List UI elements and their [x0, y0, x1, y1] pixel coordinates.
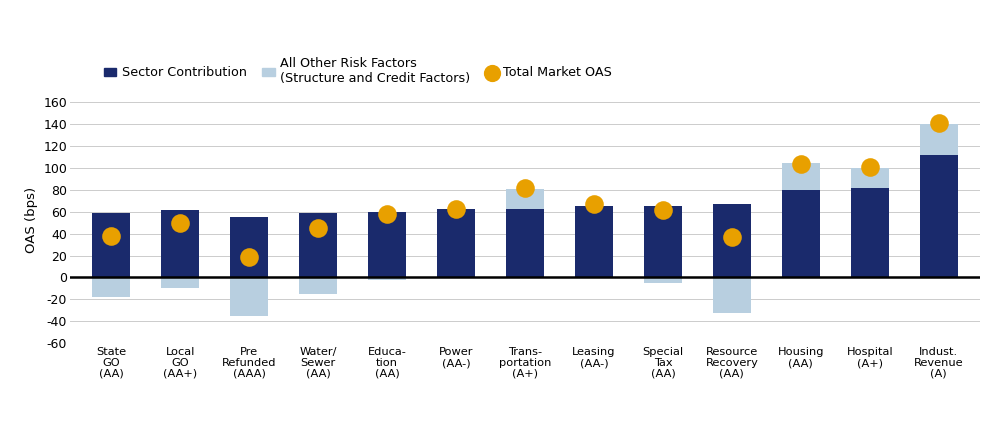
Bar: [92, 213, 130, 278]
Bar: [506, 209, 544, 278]
Point: [310, 225, 326, 232]
Bar: [851, 188, 889, 278]
Bar: [92, 278, 130, 297]
Bar: [161, 278, 199, 289]
Bar: [782, 190, 820, 278]
Point: [586, 201, 602, 208]
Bar: [368, 212, 406, 278]
Bar: [230, 217, 268, 278]
Bar: [437, 209, 475, 278]
Bar: [920, 124, 958, 155]
Point: [448, 205, 464, 212]
Point: [103, 232, 119, 239]
Bar: [713, 278, 751, 312]
Point: [172, 219, 188, 226]
Legend: Sector Contribution, All Other Risk Factors
(Structure and Credit Factors), Tota: Sector Contribution, All Other Risk Fact…: [104, 58, 612, 85]
Point: [793, 160, 809, 167]
Bar: [782, 162, 820, 190]
Bar: [230, 278, 268, 316]
Point: [862, 163, 878, 170]
Point: [241, 253, 257, 260]
Bar: [851, 168, 889, 188]
Bar: [644, 206, 682, 278]
Bar: [713, 204, 751, 278]
Y-axis label: OAS (bps): OAS (bps): [25, 187, 38, 253]
Point: [931, 120, 947, 127]
Bar: [161, 209, 199, 278]
Point: [655, 206, 671, 213]
Point: [517, 184, 533, 191]
Bar: [506, 189, 544, 209]
Point: [379, 210, 395, 217]
Bar: [644, 278, 682, 283]
Bar: [299, 278, 337, 294]
Point: [724, 234, 740, 241]
Bar: [368, 278, 406, 280]
Bar: [299, 213, 337, 278]
Bar: [920, 155, 958, 278]
Bar: [575, 206, 613, 278]
